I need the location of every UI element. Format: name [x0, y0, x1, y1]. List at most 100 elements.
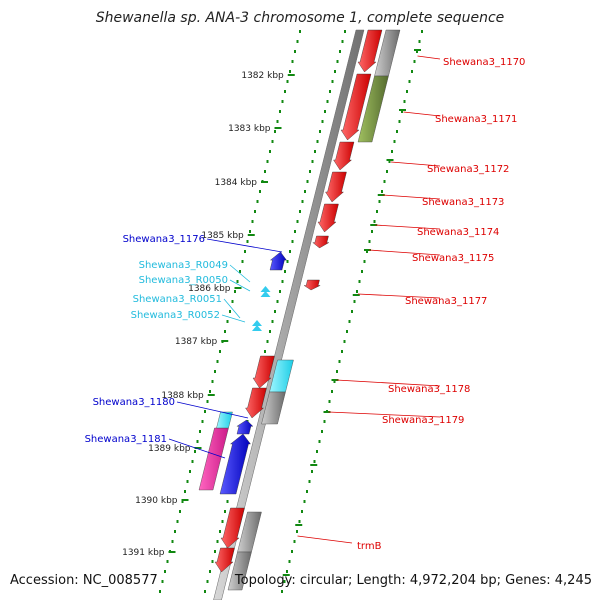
right-guide-inner-dot [289, 250, 291, 253]
right-guide-dot [348, 320, 351, 323]
left-guide-dot [204, 410, 206, 413]
gene-arrow-1170 [357, 29, 383, 73]
left-guide-dot [246, 240, 249, 243]
right-guide-dot [291, 550, 293, 553]
right-leader-line [336, 379, 441, 387]
right-guide-inner-dot [319, 130, 321, 133]
left-guide-dot [254, 210, 256, 213]
left-guide-dot [276, 120, 279, 123]
right-guide-inner-dot [299, 210, 301, 213]
gene-arrow-1180 [236, 419, 254, 435]
right-guide-dot [303, 500, 306, 503]
right-guide-dot [361, 270, 363, 273]
right-guide-inner-dot [224, 510, 226, 513]
left-guide-dot [196, 440, 199, 443]
gene-arrow-1175 [312, 235, 330, 249]
rna-chevron-R0050 [260, 286, 271, 292]
right-guide-inner-dot [276, 300, 279, 303]
gene-arrow-1178b [245, 387, 267, 419]
right-leader-line [403, 111, 441, 117]
right-guide-dot [368, 240, 371, 243]
right-guide-inner-dot [211, 560, 214, 563]
rna-chevron-R0052 [252, 325, 262, 331]
scale-label: 1382 kbp [241, 71, 284, 81]
right-guide-dot [356, 290, 358, 293]
left-guide-dot [216, 360, 219, 363]
right-guide-inner-dot [341, 40, 344, 43]
right-guide-inner-dot [204, 590, 206, 593]
right-guide-dot [353, 300, 356, 303]
gene-arrow-trmB [220, 507, 245, 549]
right-guide-dot [286, 570, 288, 573]
left-guide-dot [271, 140, 274, 143]
left-guide-dot [281, 100, 284, 103]
left-guide-dot [294, 50, 296, 53]
left-guide-dot [194, 450, 196, 453]
right-guide-dot [383, 180, 386, 183]
right-guide-dot [371, 230, 373, 233]
right-guide-inner-dot [226, 500, 229, 503]
right-guide-dot [351, 310, 353, 313]
left-guide-dot [256, 200, 259, 203]
right-guide-inner-dot [326, 100, 329, 103]
right-guide-dot [408, 80, 411, 83]
right-guide-inner-dot [301, 200, 304, 203]
right-guide-inner-dot [291, 240, 294, 243]
left-guide-dot [174, 530, 176, 533]
right-guide-inner-dot [281, 280, 284, 283]
right-gene-label: Shewana3_1179 [382, 415, 464, 426]
right-guide-dot [328, 400, 331, 403]
right-gene-label: Shewana3_1174 [417, 227, 499, 238]
right-guide-dot [396, 130, 398, 133]
left-guide-dot [231, 300, 234, 303]
left-guide-dot [274, 130, 276, 133]
left-guide-dot [226, 320, 229, 323]
right-guide-dot [296, 530, 298, 533]
right-guide-dot [346, 330, 348, 333]
left-guide-dot [234, 290, 236, 293]
right-leader-line [328, 411, 441, 418]
right-guide-inner-dot [214, 550, 216, 553]
right-guide-dot [301, 510, 303, 513]
right-guide-dot [401, 110, 403, 113]
rna-block-1180 [216, 411, 233, 429]
left-guide-dot [166, 560, 169, 563]
right-guide-inner-dot [284, 270, 286, 273]
right-leader-line [368, 249, 441, 256]
accession-text: Accession: NC_008577 [10, 573, 158, 588]
left-leader-line [168, 438, 226, 459]
left-gene-label: Shewana3_R0050 [139, 275, 228, 286]
left-guide-dot [279, 110, 281, 113]
left-guide-dot [224, 330, 226, 333]
left-gene-label: Shewana3_1176 [123, 234, 205, 245]
right-guide-dot [308, 480, 311, 483]
scale-label: 1390 kbp [135, 496, 178, 506]
left-guide-dot [176, 520, 179, 523]
right-guide-dot [316, 450, 318, 453]
right-guide-inner-dot [304, 190, 306, 193]
right-guide-inner-dot [314, 150, 316, 153]
topology-text: Topology: circular; Length: 4,972,204 bp… [234, 573, 592, 588]
right-guide-dot [413, 60, 416, 63]
map-title: Shewanella sp. ANA-3 chromosome 1, compl… [95, 10, 505, 26]
right-guide-inner-dot [269, 330, 271, 333]
scale-label: 1385 kbp [201, 231, 244, 241]
right-guide-dot [311, 470, 313, 473]
left-guide-dot [286, 80, 289, 83]
right-guide-dot [391, 150, 393, 153]
right-guide-dot [321, 430, 323, 433]
scale-label: 1388 kbp [161, 391, 204, 401]
gene-arrow-1181 [219, 433, 251, 495]
left-guide-dot [296, 40, 299, 43]
left-guide-dot [299, 30, 301, 33]
left-leader-line [206, 238, 283, 253]
left-gene-label: Shewana3_R0051 [133, 294, 222, 305]
left-guide-dot [164, 570, 166, 573]
left-guide-dot [201, 420, 204, 423]
right-guide-dot [283, 580, 286, 583]
right-guide-dot [388, 160, 391, 163]
gene-arrow-1178a [252, 355, 275, 389]
left-leader-line [223, 298, 241, 319]
right-guide-dot [393, 140, 396, 143]
scale-label: 1383 kbp [228, 124, 271, 134]
